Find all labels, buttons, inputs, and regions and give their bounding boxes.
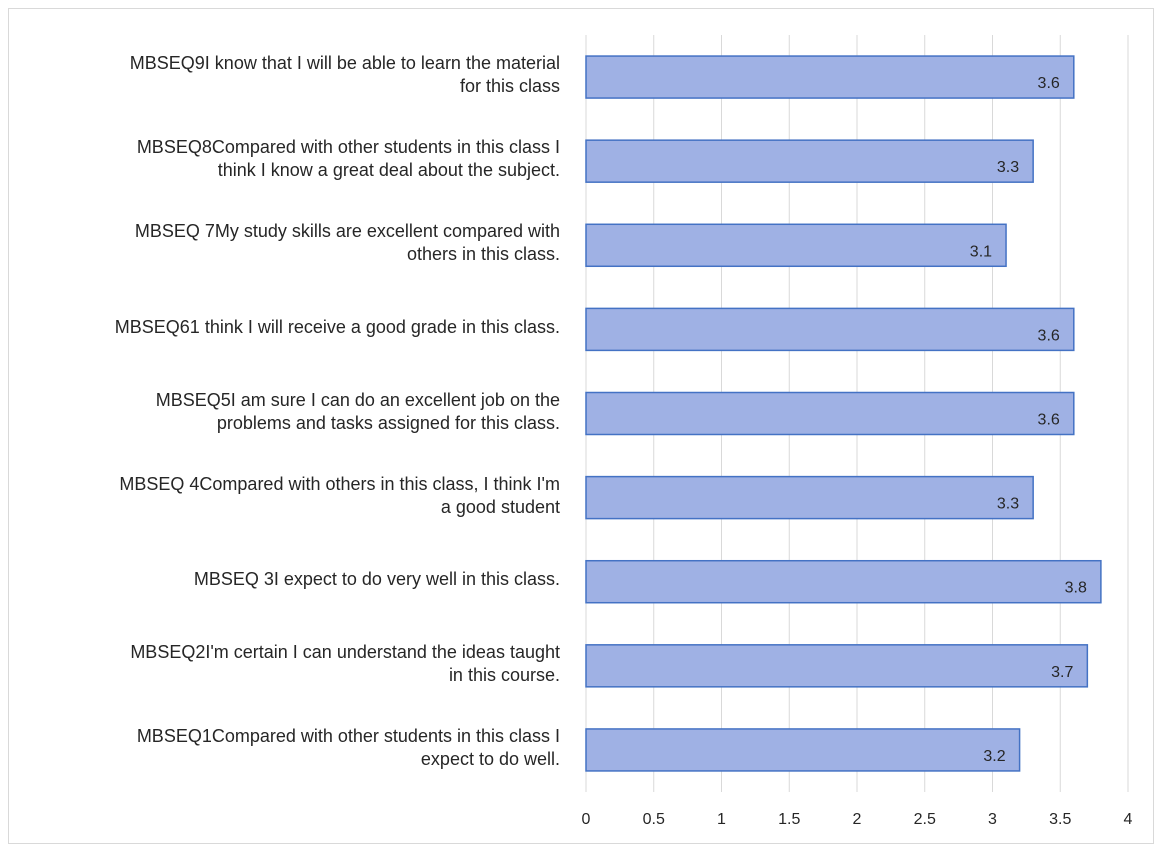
category-label: MBSEQ5I am sure I can do an excellent jo… (20, 389, 560, 435)
category-label: MBSEQ2I'm certain I can understand the i… (20, 641, 560, 687)
bar (585, 139, 1034, 183)
x-tick-label: 2 (853, 811, 862, 828)
category-label: MBSEQ1Compared with other students in th… (20, 725, 560, 771)
x-tick-label: 0.5 (643, 811, 665, 828)
data-label: 3.7 (1051, 664, 1073, 681)
x-tick-label: 3 (988, 811, 997, 828)
data-label: 3.6 (1038, 327, 1060, 344)
bar (585, 644, 1089, 688)
data-label: 3.3 (997, 496, 1019, 513)
category-label-line: MBSEQ 7My study skills are excellent com… (134, 221, 560, 242)
x-tick-label: 1 (717, 811, 726, 828)
category-label-line: a good student (440, 496, 560, 517)
bar (585, 559, 1102, 604)
category-label: MBSEQ8Compared with other students in th… (20, 136, 560, 182)
category-label-line: for this class (459, 76, 560, 97)
x-tick-label: 4 (1124, 811, 1133, 828)
category-label: MBSEQ 4Compared with others in this clas… (20, 473, 560, 519)
bar (585, 307, 1075, 352)
x-tick-label: 0 (582, 811, 591, 828)
category-label-line: MBSEQ5I am sure I can do an excellent jo… (155, 389, 560, 410)
category-label: MBSEQ 7My study skills are excellent com… (20, 220, 560, 266)
category-label: MBSEQ 3I expect to do very well in this … (20, 568, 560, 591)
category-label: MBSEQ61 think I will receive a good grad… (20, 316, 560, 339)
x-tick-label: 2.5 (914, 811, 936, 828)
category-label-line: think I know a great deal about the subj… (217, 160, 560, 181)
data-label: 3.6 (1038, 412, 1060, 429)
category-label-line: MBSEQ9I know that I will be able to lear… (129, 53, 560, 74)
bar (585, 475, 1034, 520)
x-tick-label: 1.5 (778, 811, 800, 828)
data-label: 3.3 (997, 159, 1019, 176)
category-label: MBSEQ9I know that I will be able to lear… (20, 52, 560, 98)
category-label-line: MBSEQ 3I expect to do very well in this … (193, 569, 560, 590)
category-label-line: in this course. (448, 664, 560, 685)
data-label: 3.1 (970, 243, 992, 260)
category-label-line: problems and tasks assigned for this cla… (216, 412, 560, 433)
x-tick-label: 3.5 (1049, 811, 1071, 828)
data-label: 3.8 (1065, 580, 1087, 597)
category-label-line: MBSEQ8Compared with other students in th… (136, 137, 560, 158)
category-label-line: MBSEQ61 think I will receive a good grad… (114, 316, 560, 337)
data-label: 3.6 (1038, 75, 1060, 92)
bar (585, 55, 1075, 99)
category-label-line: MBSEQ2I'm certain I can understand the i… (130, 641, 560, 662)
category-label-line: MBSEQ1Compared with other students in th… (136, 725, 560, 746)
category-label-line: expect to do well. (420, 748, 560, 769)
bar (585, 391, 1075, 436)
category-label-line: others in this class. (406, 244, 560, 265)
category-label-line: MBSEQ 4Compared with others in this clas… (119, 473, 560, 494)
bar (585, 728, 1021, 772)
data-label: 3.2 (983, 748, 1005, 765)
bar (585, 223, 1007, 268)
